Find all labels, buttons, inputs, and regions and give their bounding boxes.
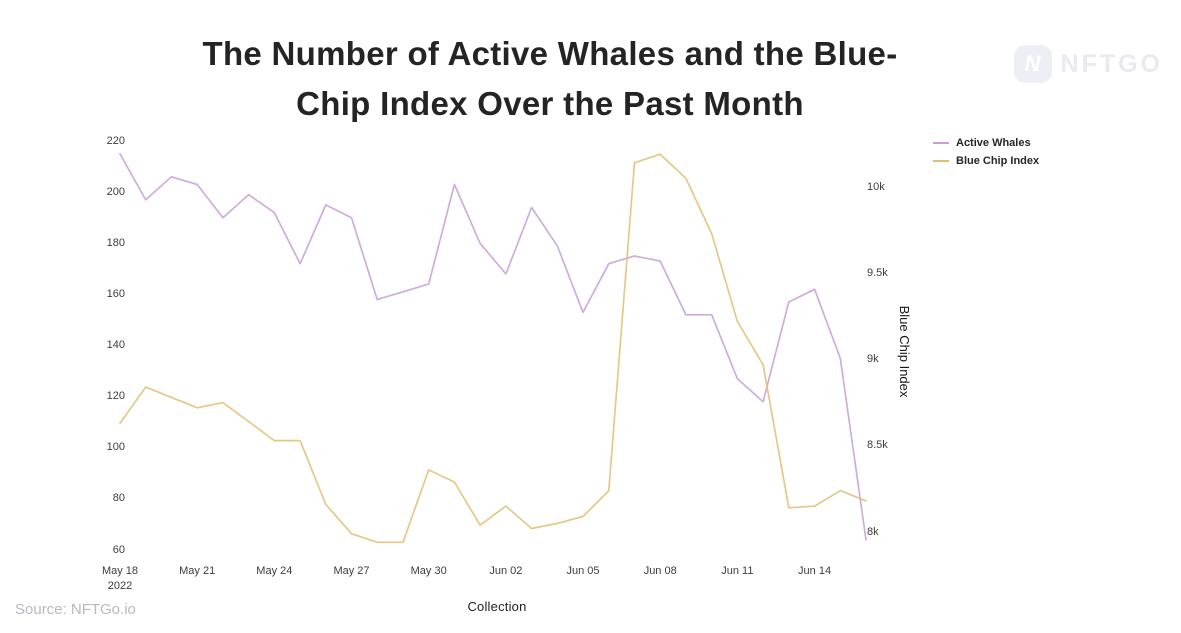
left-axis-tick-label: 80: [112, 492, 125, 505]
legend-item-blue-chip-index: Blue Chip Index: [933, 153, 1039, 168]
legend-label: Active Whales: [956, 136, 1031, 149]
x-axis-tick-label: May 24: [256, 565, 293, 577]
x-axis-title: Collection: [467, 599, 527, 614]
x-axis-tick-label: Jun 11: [721, 565, 754, 577]
nftgo-logo: N NFTGO: [1013, 45, 1164, 83]
blue-chip-index-line: [119, 153, 867, 544]
x-axis-tick-label: Jun 14: [798, 565, 832, 577]
right-axis-tick-label: 9.5k: [867, 266, 888, 279]
x-axis-tick-label: Jun 05: [566, 565, 600, 577]
legend-item-active-whales: Active Whales: [933, 135, 1039, 150]
x-axis-tick-label: Jun 02: [489, 565, 523, 577]
right-axis-title: Blue Chip Index: [897, 305, 912, 398]
x-axis-tick-label: May 27: [333, 565, 370, 577]
left-axis-tick-label: 160: [106, 287, 125, 300]
right-axis-tick-label: 9k: [867, 353, 879, 365]
right-axis-tick-label: 10k: [867, 180, 885, 193]
chart-legend: Active Whales Blue Chip Index: [933, 135, 1039, 168]
left-axis-tick-label: 220: [106, 134, 125, 147]
x-axis-tick-label: May 21: [179, 565, 216, 577]
nftgo-logo-icon: N: [1013, 45, 1052, 83]
legend-line-swatch: [933, 159, 949, 162]
legend-label: Blue Chip Index: [956, 154, 1040, 167]
left-axis-tick-label: 60: [112, 543, 125, 556]
left-axis-tick-label: 120: [106, 390, 125, 403]
source-credit: Source: NFTGo.io: [15, 601, 136, 618]
right-axis-tick-label: 8k: [867, 525, 879, 538]
left-axis-tick-label: 100: [106, 441, 125, 454]
x-axis-tick-label: May 30: [410, 565, 447, 577]
left-axis-tick-label: 140: [106, 339, 125, 351]
nftgo-logo-text: NFTGO: [1060, 49, 1163, 78]
x-axis-tick-label: Jun 08: [643, 565, 677, 577]
chart-title: The Number of Active Whales and the Blue…: [0, 29, 1100, 129]
active-whales-line: [119, 152, 867, 541]
chart-title-line2: Chip Index Over the Past Month: [296, 85, 804, 122]
chart-title-line1: The Number of Active Whales and the Blue…: [202, 35, 898, 72]
legend-line-swatch: [933, 141, 949, 144]
right-axis-tick-label: 8.5k: [867, 439, 888, 452]
left-axis-tick-label: 180: [106, 236, 125, 249]
left-axis-tick-label: 200: [106, 185, 125, 198]
x-axis-tick-label: May 18 2022: [101, 565, 139, 592]
